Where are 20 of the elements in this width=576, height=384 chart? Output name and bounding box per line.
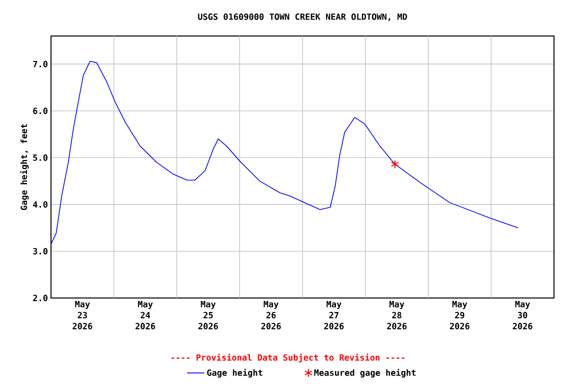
line-series — [50, 60, 519, 245]
chart-title: USGS 01609000 TOWN CREEK NEAR OLDTOWN, MD — [198, 13, 407, 21]
legend-label: Gage height — [207, 368, 262, 378]
x-tick-label: May 23 2026 — [72, 301, 92, 330]
y-axis-title: Gage height, feet — [20, 124, 29, 210]
x-tick-label: May 26 2026 — [261, 301, 281, 330]
y-tick-label: 2.0 — [33, 294, 48, 302]
x-tick-label: May 29 2026 — [450, 301, 470, 330]
x-tick-label: May 27 2026 — [324, 301, 344, 330]
y-tick-label: 6.0 — [33, 108, 48, 114]
x-tick-label: May 30 2026 — [512, 301, 532, 330]
y-tick-label: 4.0 — [33, 201, 48, 208]
y-tick-label: 5.0 — [33, 154, 48, 161]
x-tick-label: May 25 2026 — [198, 301, 218, 330]
x-tick-label: May 28 2026 — [387, 301, 407, 330]
x-tick-label: May 24 2026 — [136, 301, 156, 330]
y-tick-label: 7.0 — [33, 60, 48, 68]
text: ---- Provisional Data Subject to Revision ---- — [172, 354, 404, 362]
legend-label: Measured gage height — [314, 368, 416, 378]
y-tick-label: 3.0 — [33, 248, 48, 254]
